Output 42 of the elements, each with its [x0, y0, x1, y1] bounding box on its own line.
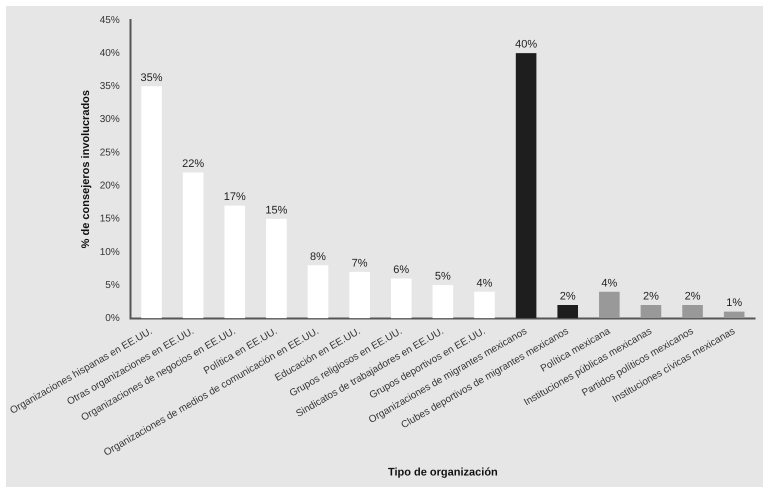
data-label: 8% — [310, 250, 326, 263]
data-label: 2% — [684, 290, 701, 303]
bar — [599, 292, 620, 318]
bar — [308, 265, 328, 318]
bar — [474, 292, 495, 318]
y-tick-label: 15% — [100, 214, 120, 225]
y-tick-label: 30% — [100, 114, 120, 126]
data-label: 2% — [560, 290, 576, 303]
y-tick-label: 0% — [105, 313, 120, 324]
bar — [640, 305, 662, 318]
y-tick-label: 5% — [105, 280, 120, 291]
data-label: 4% — [476, 277, 493, 290]
data-label: 5% — [434, 270, 452, 283]
data-label: 40% — [515, 38, 538, 51]
data-label: 17% — [224, 191, 246, 204]
data-label: 2% — [643, 290, 660, 303]
y-tick-label: 25% — [100, 147, 120, 158]
bar — [182, 172, 204, 318]
bar — [390, 278, 412, 318]
data-label: 35% — [140, 72, 163, 84]
bar — [682, 305, 703, 318]
y-tick-label: 20% — [100, 180, 120, 192]
bar — [141, 86, 162, 318]
y-tick-label: 35% — [100, 81, 120, 92]
x-axis-title: Tipo de organización — [388, 466, 498, 478]
data-label: 4% — [601, 277, 618, 290]
data-label: 22% — [182, 158, 204, 170]
bar — [516, 53, 536, 318]
bar — [349, 272, 370, 318]
data-label: 7% — [352, 257, 368, 270]
data-label: 1% — [726, 297, 742, 310]
data-label: 15% — [265, 204, 288, 216]
y-tick-label: 45% — [100, 14, 120, 26]
bar — [432, 285, 454, 318]
bar — [557, 305, 578, 318]
y-axis-title: % de consejeros involucrados — [80, 90, 92, 248]
y-tick-label: 10% — [100, 246, 120, 258]
bar — [266, 218, 287, 318]
data-label: 6% — [393, 264, 410, 276]
bar — [724, 312, 744, 318]
bar — [224, 206, 246, 318]
y-tick-label: 40% — [100, 48, 120, 59]
